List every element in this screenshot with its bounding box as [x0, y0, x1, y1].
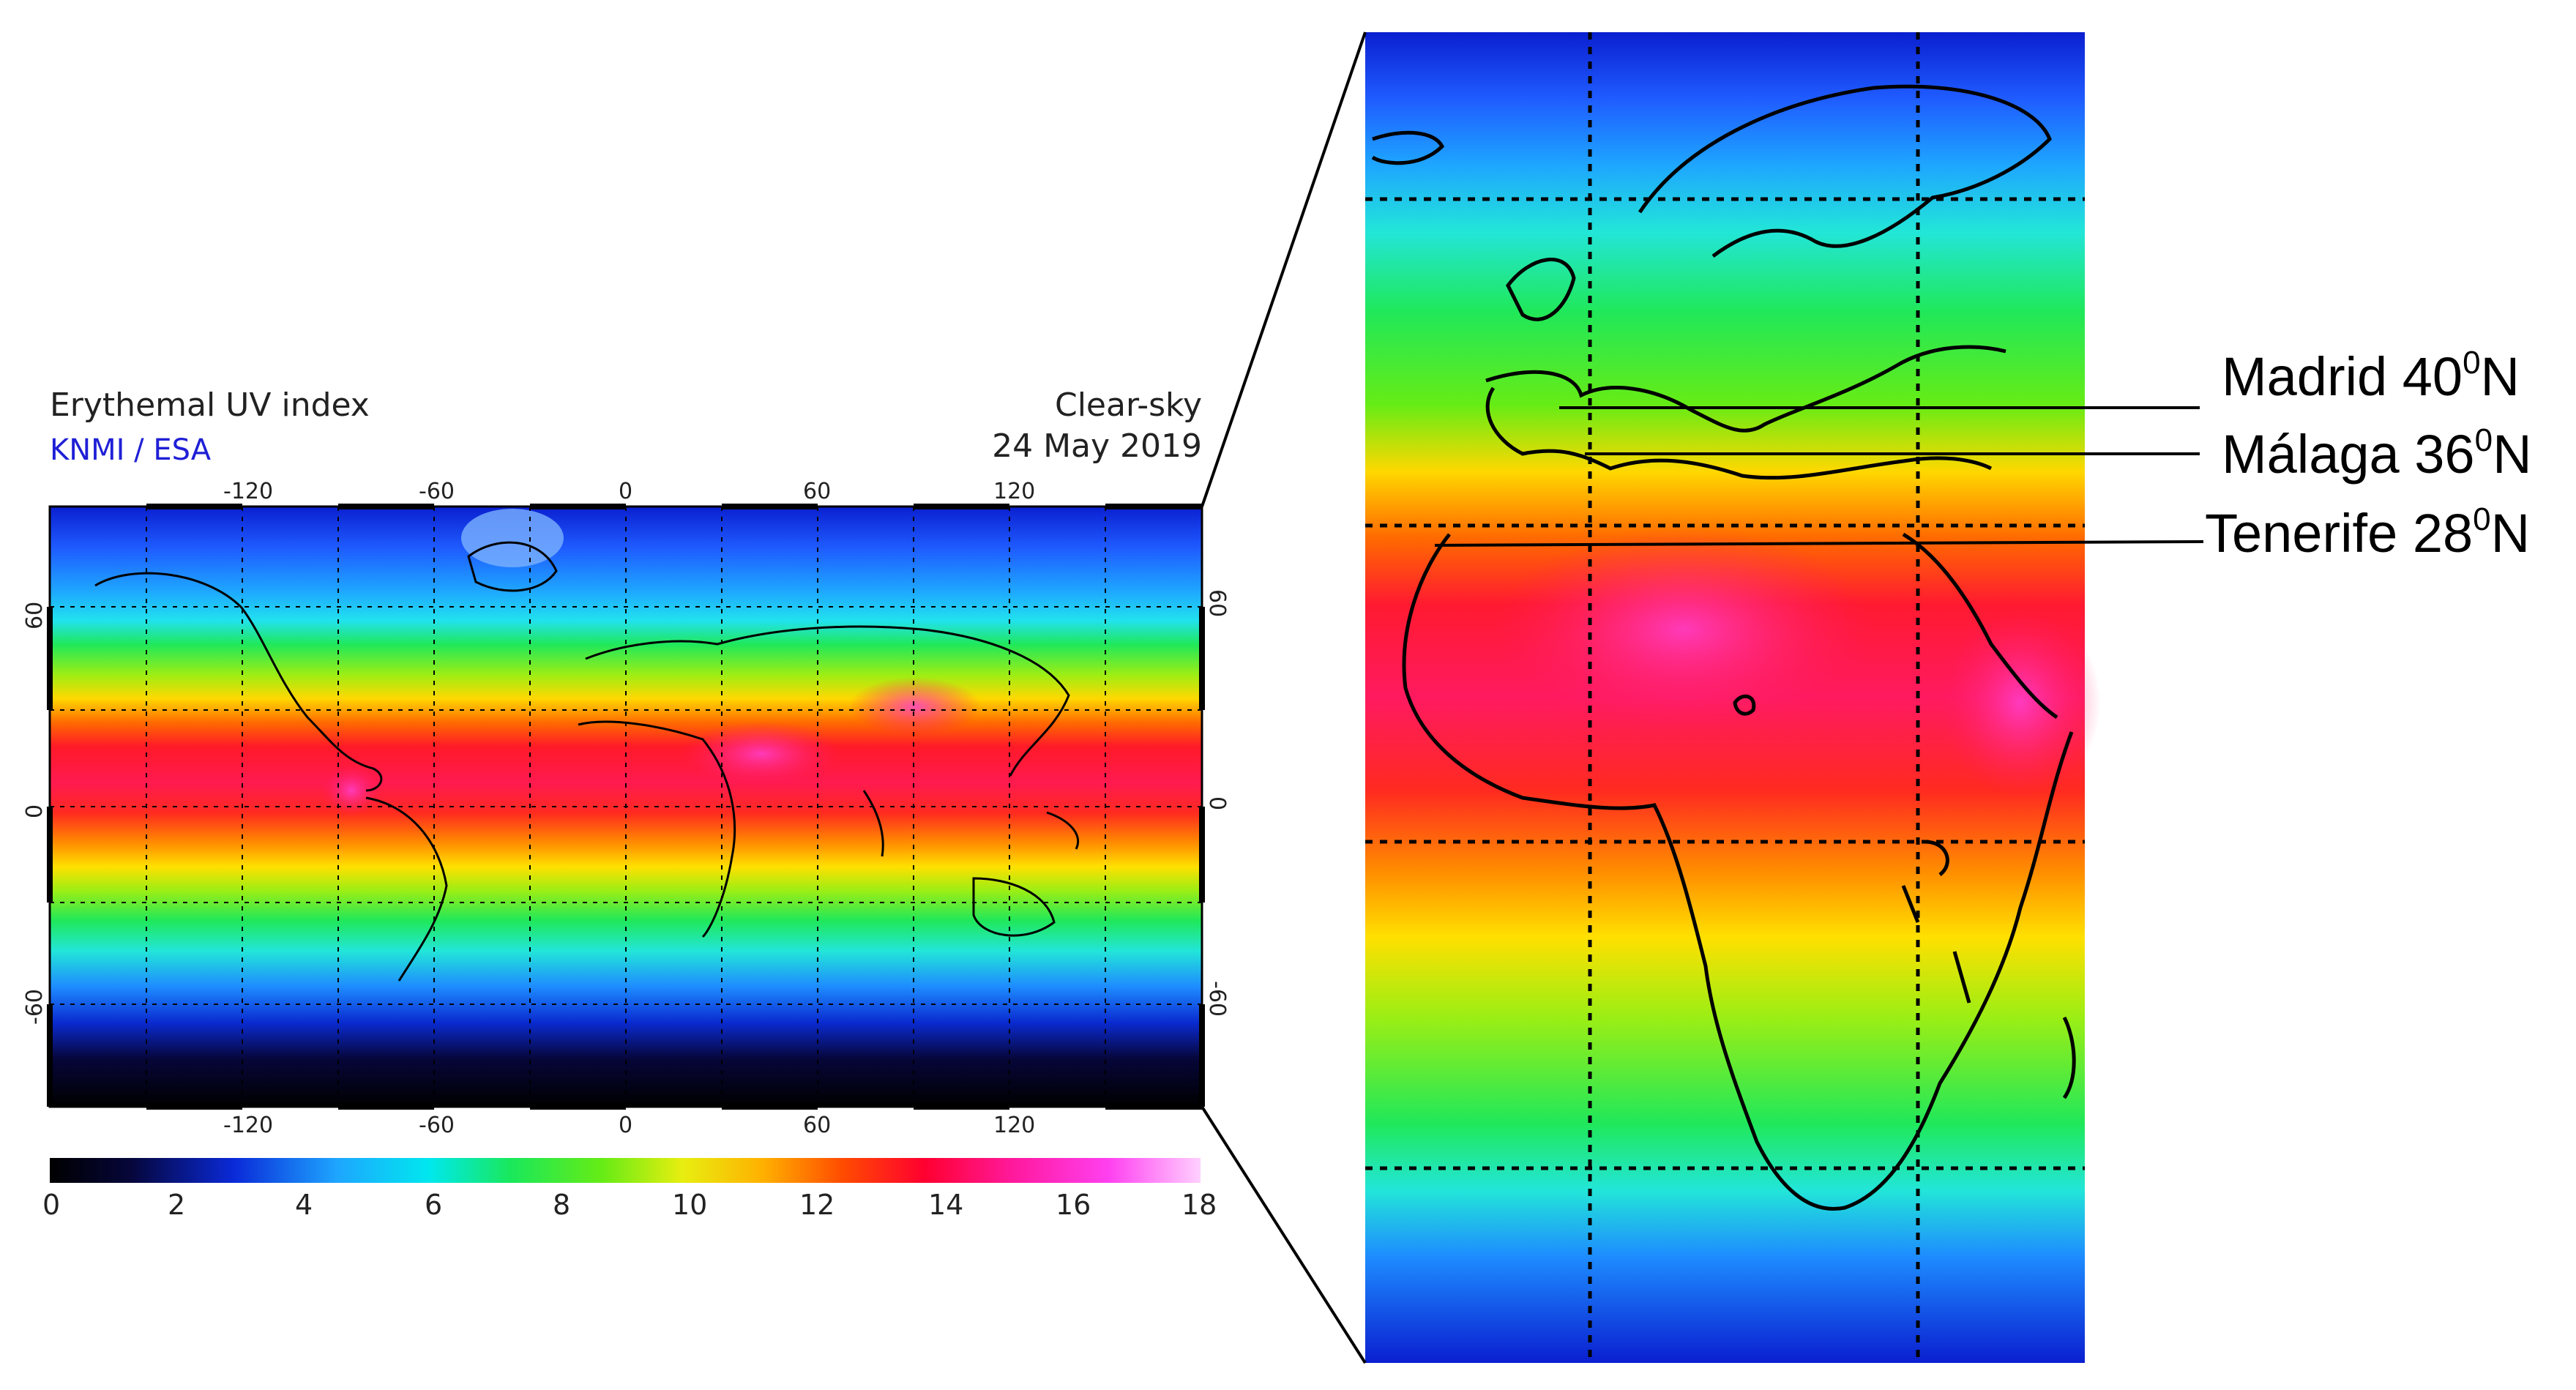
colorbar-tick: 18	[1181, 1189, 1217, 1221]
lat-tick-left: -60	[22, 989, 48, 1025]
colorbar-tick: 0	[42, 1189, 61, 1221]
colorbar-tick: 6	[425, 1189, 443, 1221]
lon-tick-top: -60	[419, 479, 455, 504]
colorbar-tick: 14	[928, 1189, 964, 1221]
colorbar-tick: 4	[295, 1189, 313, 1221]
colorbar-tick: 16	[1056, 1189, 1091, 1221]
zoom-uv-map	[1365, 32, 2101, 1363]
lon-tick-bottom: -60	[419, 1113, 455, 1138]
city-label-madrid: Madrid 400N	[2222, 345, 2520, 407]
colorbar	[50, 1158, 1201, 1183]
map-title: Erythemal UV index	[50, 386, 370, 424]
colorbar-tick: 2	[168, 1189, 186, 1221]
lon-tick-top: -120	[223, 479, 274, 504]
sky-condition: Clear-sky	[1054, 386, 1202, 424]
city-label-tenerife: Tenerife 280N	[2205, 501, 2531, 564]
lon-tick-top: 60	[803, 479, 832, 504]
global-uv-map	[47, 504, 1205, 1110]
lon-tick-bottom: 60	[803, 1113, 832, 1138]
lon-tick-top: 0	[619, 479, 633, 504]
lon-tick-top: 120	[993, 479, 1036, 504]
map-date: 24 May 2019	[992, 427, 1202, 465]
zoom-connectors	[1201, 31, 1367, 1364]
city-leaders	[1434, 406, 2204, 547]
colorbar-tick: 8	[553, 1189, 571, 1221]
zoom-east-hotspot	[1940, 608, 2101, 798]
colorbar-tick: 10	[672, 1189, 708, 1221]
zoom-sahara-hotspot	[1493, 527, 1874, 732]
lon-tick-bottom: 0	[619, 1113, 633, 1138]
lat-tick-right: 0	[1204, 796, 1230, 811]
lat-tick-right: -60	[1204, 981, 1230, 1017]
global-coastlines	[94, 541, 1080, 982]
zoom-graticule	[1365, 32, 2085, 1363]
lon-tick-bottom: -120	[223, 1113, 274, 1138]
city-label-malaga: Málaga 360N	[2222, 422, 2532, 485]
colorbar-tick: 12	[799, 1189, 835, 1221]
tibet-hotspot	[849, 677, 981, 736]
global-graticule	[50, 507, 1202, 1107]
lat-tick-left: 0	[22, 804, 48, 818]
andes-hotspot	[322, 765, 381, 816]
lon-tick-bottom: 120	[993, 1113, 1036, 1138]
lat-tick-right: 60	[1204, 589, 1230, 618]
map-credit: KNMI / ESA	[50, 433, 212, 467]
global-frame-ticks	[47, 504, 1205, 1110]
lat-tick-left: 60	[22, 601, 48, 629]
zoom-coastlines	[1371, 84, 2076, 1211]
greenland-ice	[461, 509, 564, 567]
